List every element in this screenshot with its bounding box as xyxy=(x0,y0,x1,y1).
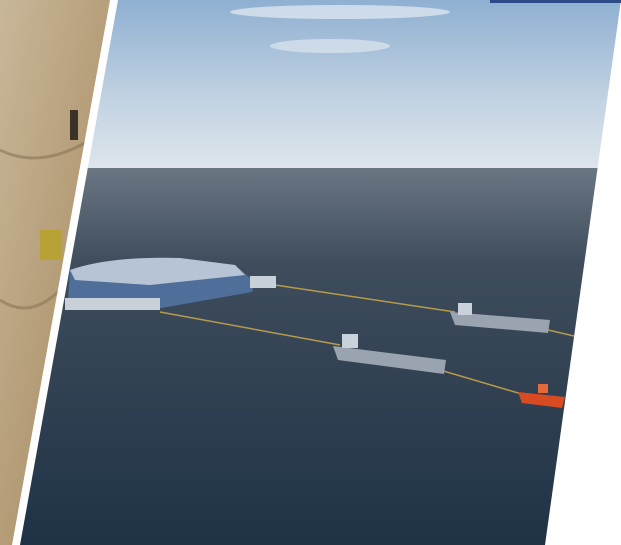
top-bar xyxy=(490,0,621,3)
